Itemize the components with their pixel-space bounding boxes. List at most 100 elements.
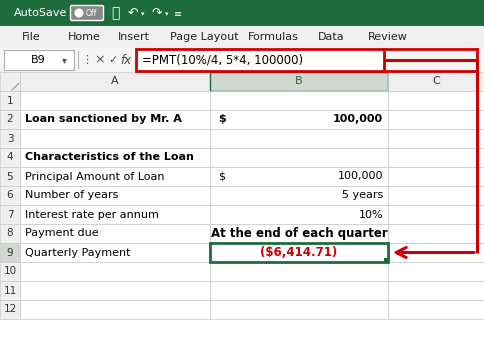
Text: ⎙: ⎙ <box>110 6 119 20</box>
Bar <box>387 167 484 186</box>
FancyBboxPatch shape <box>70 6 103 20</box>
Bar <box>0 281 20 300</box>
Bar <box>20 91 210 110</box>
Text: Quarterly Payment: Quarterly Payment <box>25 247 130 257</box>
Text: Insert: Insert <box>118 32 150 42</box>
Bar <box>20 148 210 167</box>
Bar <box>0 0 484 26</box>
Text: ↷: ↷ <box>151 6 162 19</box>
Circle shape <box>75 8 83 18</box>
Bar <box>20 243 210 262</box>
Bar <box>20 262 210 281</box>
Bar <box>0 167 20 186</box>
Bar <box>20 281 210 300</box>
Bar <box>210 243 387 262</box>
Bar <box>387 91 484 110</box>
Text: 100,000: 100,000 <box>337 172 382 181</box>
Bar <box>210 243 387 262</box>
Text: Data: Data <box>318 32 344 42</box>
Bar <box>210 167 387 186</box>
Bar <box>383 258 388 263</box>
Text: ▾: ▾ <box>165 11 168 17</box>
Text: Number of years: Number of years <box>25 191 118 201</box>
Text: ▾: ▾ <box>141 11 144 17</box>
Bar <box>387 224 484 243</box>
Text: Characteristics of the Loan: Characteristics of the Loan <box>25 152 194 162</box>
Bar <box>0 72 20 91</box>
Bar <box>0 91 20 110</box>
Bar <box>210 148 387 167</box>
Bar <box>210 129 387 148</box>
Bar <box>210 205 387 224</box>
Text: 8: 8 <box>7 228 13 239</box>
Text: ×: × <box>94 54 105 66</box>
Bar <box>0 48 484 72</box>
Text: Principal Amount of Loan: Principal Amount of Loan <box>25 172 164 181</box>
Bar <box>0 26 484 48</box>
Bar <box>210 224 387 243</box>
Bar <box>387 243 484 262</box>
Text: 12: 12 <box>3 305 16 315</box>
Bar <box>20 205 210 224</box>
Bar <box>20 224 210 243</box>
Bar <box>20 300 210 319</box>
Bar <box>210 91 387 110</box>
Text: =PMT(10%/4, 5*4, 100000): =PMT(10%/4, 5*4, 100000) <box>142 54 302 66</box>
Bar <box>387 300 484 319</box>
Text: 5: 5 <box>7 172 13 181</box>
Text: ⋮: ⋮ <box>81 55 92 65</box>
Bar <box>210 72 387 91</box>
Bar <box>0 224 20 243</box>
Bar <box>20 110 210 129</box>
Text: 6: 6 <box>7 191 13 201</box>
Bar <box>387 72 484 91</box>
Text: $: $ <box>217 114 225 125</box>
Bar <box>387 281 484 300</box>
Text: B9: B9 <box>31 55 45 65</box>
Text: Loan sanctioned by Mr. A: Loan sanctioned by Mr. A <box>25 114 182 125</box>
Text: 5 years: 5 years <box>341 191 382 201</box>
Text: 100,000: 100,000 <box>332 114 382 125</box>
Text: fx: fx <box>120 54 131 66</box>
Text: ≡: ≡ <box>174 9 182 19</box>
Bar <box>387 110 484 129</box>
Bar <box>210 262 387 281</box>
Text: 9: 9 <box>7 247 13 257</box>
Text: 10: 10 <box>3 267 16 276</box>
Text: File: File <box>22 32 41 42</box>
Bar <box>387 129 484 148</box>
Bar <box>387 186 484 205</box>
Bar <box>20 72 210 91</box>
Text: Interest rate per annum: Interest rate per annum <box>25 209 159 220</box>
Text: 4: 4 <box>7 152 13 162</box>
Text: ▾: ▾ <box>61 55 66 65</box>
Text: 10%: 10% <box>358 209 382 220</box>
Bar <box>20 167 210 186</box>
Text: At the end of each quarter: At the end of each quarter <box>210 227 387 240</box>
Bar <box>0 205 20 224</box>
Bar <box>20 186 210 205</box>
Bar <box>387 148 484 167</box>
Bar <box>210 281 387 300</box>
Text: B: B <box>295 77 302 86</box>
Text: A: A <box>111 77 119 86</box>
Bar <box>20 129 210 148</box>
Text: C: C <box>432 77 439 86</box>
Text: 3: 3 <box>7 133 13 144</box>
Text: Off: Off <box>86 8 97 18</box>
Text: ✓: ✓ <box>108 55 118 65</box>
Bar <box>0 186 20 205</box>
Bar <box>0 300 20 319</box>
Text: Home: Home <box>68 32 101 42</box>
Bar <box>4 50 74 70</box>
Text: 7: 7 <box>7 209 13 220</box>
Text: 2: 2 <box>7 114 13 125</box>
Bar <box>387 262 484 281</box>
Bar <box>0 129 20 148</box>
Text: 1: 1 <box>7 96 13 106</box>
Text: Page Layout: Page Layout <box>170 32 238 42</box>
Text: Formulas: Formulas <box>247 32 298 42</box>
Text: ↶: ↶ <box>127 6 138 19</box>
Text: Payment due: Payment due <box>25 228 98 239</box>
Bar <box>0 243 20 262</box>
